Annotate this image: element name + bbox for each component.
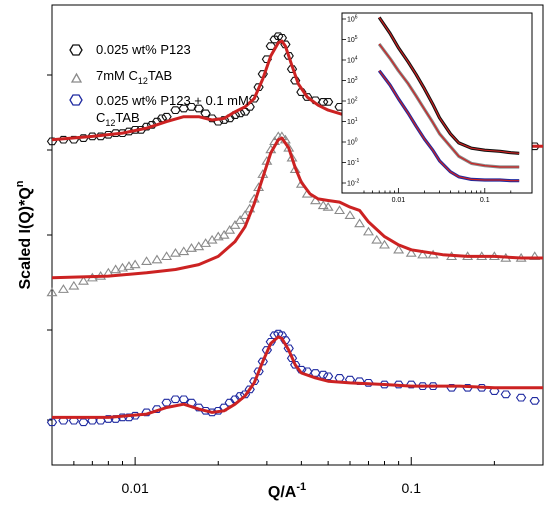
fit-line	[51, 136, 543, 280]
y-axis-title: Scaled I(Q)*Qn	[14, 180, 34, 289]
data-point-triangle	[178, 246, 190, 256]
data-point-hexagon	[178, 104, 189, 113]
data-point-triangle	[229, 220, 241, 229]
data-point-hexagon	[318, 370, 329, 379]
data-point-hexagon	[276, 331, 288, 340]
data-point-triangle	[57, 284, 69, 293]
data-point-hexagon	[186, 102, 197, 111]
data-point-triangle	[224, 224, 236, 234]
legend-label: 0.025 wt% P123 + 0.1 mM	[96, 93, 249, 108]
data-point-hexagon	[280, 40, 291, 49]
data-point-triangle	[362, 226, 374, 236]
data-point-hexagon	[234, 109, 246, 118]
data-point-triangle	[234, 215, 246, 224]
data-point-hexagon	[170, 106, 181, 115]
data-point-triangle	[46, 287, 58, 297]
data-point-triangle	[379, 239, 390, 249]
legend-marker-hexagon-black	[69, 44, 83, 56]
data-point-hexagon	[151, 405, 163, 414]
data-point-hexagon	[46, 137, 58, 146]
legend-label: 0.025 wt% P123	[96, 42, 191, 57]
data-point-hexagon	[239, 107, 251, 116]
data-point-hexagon	[529, 397, 540, 405]
legend-marker-hexagon-blue	[69, 94, 83, 106]
inset-fit-line	[378, 17, 520, 154]
inset-y-tick-label: 10-1	[347, 158, 359, 167]
data-point-triangle	[77, 275, 89, 285]
data-point-hexagon	[146, 121, 158, 129]
x-tick-label: 0.01	[121, 480, 148, 496]
data-point-hexagon	[500, 390, 511, 399]
data-point-hexagon	[515, 393, 527, 402]
inset-fit-line	[378, 70, 520, 182]
data-point-hexagon	[273, 32, 284, 41]
data-point-hexagon	[170, 395, 181, 404]
inset-series-layer	[377, 16, 520, 183]
inset-y-tick-label: 104	[347, 56, 358, 65]
data-point-hexagon	[322, 372, 334, 381]
data-point-triangle	[129, 259, 141, 269]
legend-label: 7mM C12TAB	[96, 68, 172, 86]
inset-y-tick-label: 106	[347, 15, 358, 24]
data-point-triangle	[185, 243, 197, 252]
data-point-hexagon	[141, 408, 152, 417]
inset-y-tick-label: 10-2	[347, 179, 359, 188]
data-point-triangle	[417, 249, 429, 259]
data-point-triangle	[334, 205, 346, 215]
inset-y-tick-labels: 106 105 104 103 102 101 100 10-1 10-2	[347, 15, 359, 188]
legend-label: C12TAB	[96, 110, 140, 128]
data-point-triangle	[116, 262, 128, 272]
data-point-hexagon	[280, 336, 291, 345]
data-point-hexagon	[78, 418, 89, 427]
data-point-triangle	[151, 254, 163, 264]
data-point-hexagon	[178, 395, 189, 404]
data-point-triangle	[317, 200, 329, 210]
inset-y-tick-label: 100	[347, 138, 358, 147]
inset-x-tick-label: 0.01	[392, 197, 406, 204]
data-point-hexagon	[129, 125, 141, 134]
legend: 0.025 wt% P123 7mM C12TAB 0.025 wt% P123…	[69, 42, 249, 128]
data-point-triangle	[68, 280, 80, 290]
fit-line	[52, 335, 543, 419]
data-point-triangle	[405, 247, 417, 257]
inset-y-tick-label: 101	[347, 117, 358, 126]
inset-fit-line	[378, 43, 520, 168]
main-x-ticks	[51, 457, 495, 465]
inset-x-tick-label: 0.1	[480, 197, 490, 204]
inset-ticks	[342, 18, 512, 193]
data-point-hexagon	[103, 415, 114, 423]
data-point-hexagon	[462, 383, 473, 392]
data-point-hexagon	[446, 383, 457, 392]
data-point-triangle	[110, 264, 122, 274]
x-axis-title: Q/A-1	[268, 481, 306, 501]
data-point-triangle	[169, 247, 181, 257]
data-point-triangle	[161, 251, 173, 261]
data-point-hexagon	[46, 418, 58, 427]
data-point-triangle	[141, 256, 153, 265]
data-point-hexagon	[200, 109, 211, 118]
inset-y-tick-label: 102	[347, 97, 358, 106]
data-point-triangle	[344, 210, 356, 219]
data-point-triangle	[289, 164, 301, 173]
x-tick-label: 0.1	[402, 480, 422, 496]
data-point-triangle	[354, 218, 366, 228]
inset-y-tick-label: 105	[347, 35, 358, 44]
inset-y-tick-label: 103	[347, 76, 358, 85]
data-point-triangle	[239, 210, 251, 219]
data-point-hexagon	[322, 98, 334, 106]
inset-frame	[341, 12, 533, 194]
data-point-hexagon	[310, 369, 321, 377]
data-point-triangle	[371, 234, 383, 244]
data-point-hexagon	[193, 104, 204, 113]
data-point-triangle	[393, 244, 405, 254]
data-point-triangle	[322, 201, 334, 211]
data-point-triangle	[529, 251, 541, 261]
data-point-triangle	[218, 229, 230, 239]
legend-marker-triangle-grey	[70, 72, 83, 83]
